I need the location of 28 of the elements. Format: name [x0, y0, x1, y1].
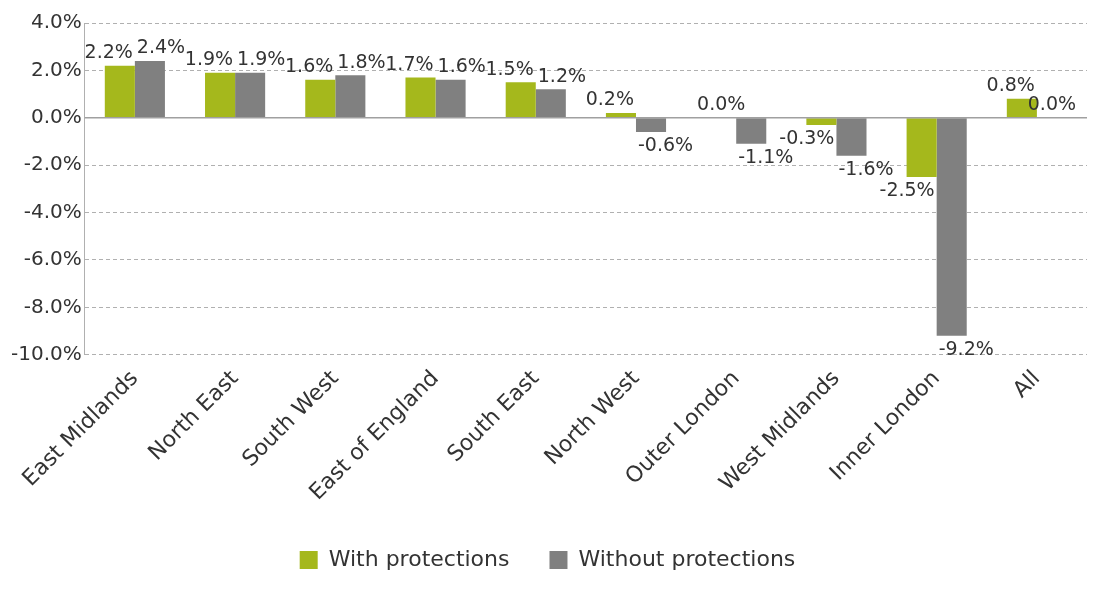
x-tick-label: All [1007, 364, 1045, 402]
data-label: 2.4% [136, 35, 186, 58]
y-tick-label: -6.0% [23, 246, 82, 271]
data-label: -9.2% [938, 337, 994, 360]
data-label: 2.2% [84, 40, 133, 63]
y-tick-label: 2.0% [30, 56, 82, 81]
data-label: 1.6% [437, 54, 486, 77]
y-tick-label: 0.0% [30, 103, 82, 128]
y-tick-label: 4.0% [30, 9, 82, 34]
data-label: 0.0% [697, 92, 746, 115]
data-label: -1.6% [838, 157, 894, 180]
y-tick-label: -2.0% [23, 151, 82, 176]
data-label: -0.6% [637, 133, 694, 156]
y-tick-label: -8.0% [23, 293, 82, 318]
y-tick-label: -4.0% [23, 198, 82, 223]
data-label: 1.8% [337, 49, 386, 72]
data-label: 0.2% [585, 87, 634, 110]
legend-label: Without protections [578, 545, 796, 571]
data-label: 0.8% [986, 73, 1035, 96]
data-label: -2.5% [879, 178, 935, 201]
data-label: 1.9% [184, 47, 234, 70]
legend-label: With protections [328, 545, 510, 571]
data-label: 1.2% [537, 63, 587, 86]
data-label: 1.7% [385, 51, 434, 74]
data-label: 1.5% [485, 56, 534, 79]
y-tick-label: -10.0% [10, 340, 82, 365]
data-label: 1.9% [237, 47, 286, 70]
data-label: 1.6% [285, 54, 334, 77]
